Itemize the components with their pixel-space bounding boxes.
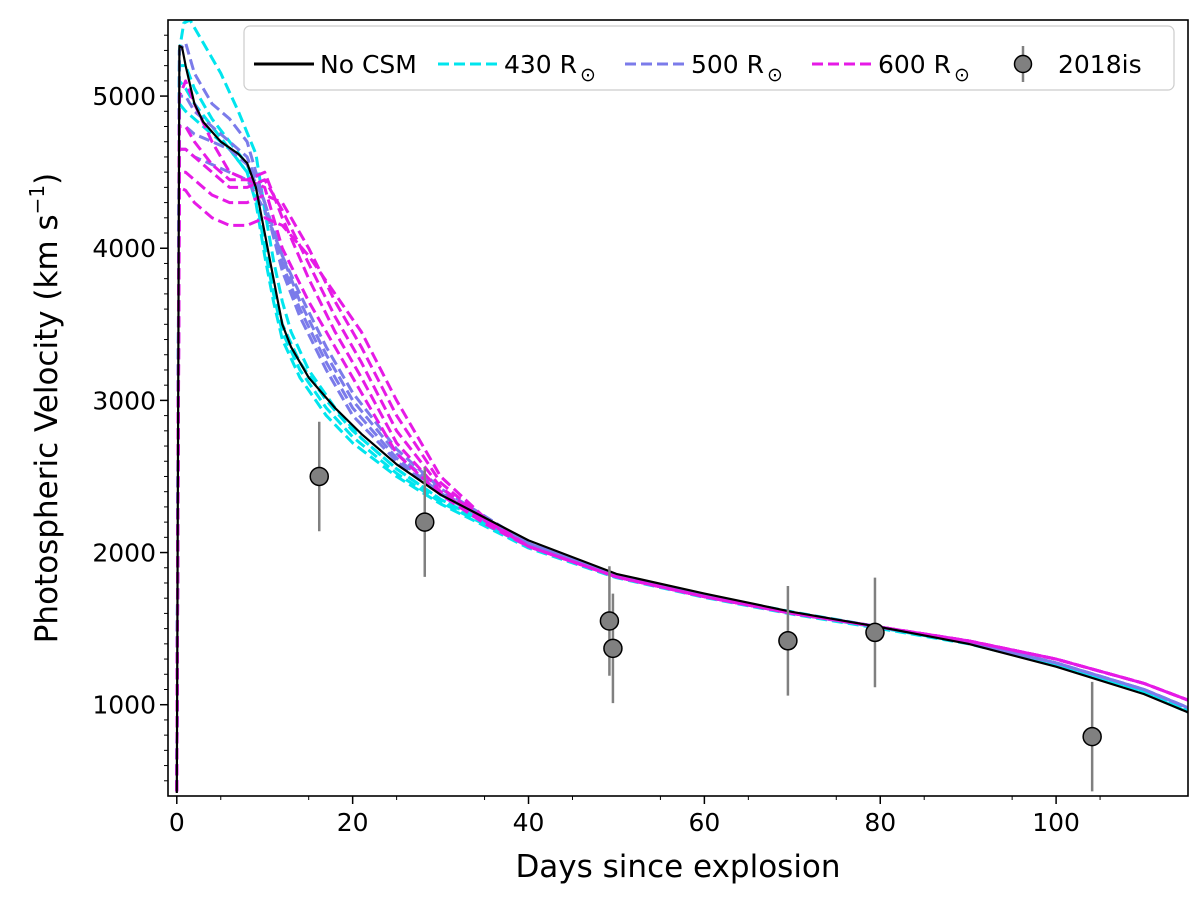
data-point-2 (599, 611, 620, 631)
axes-frame (167, 19, 1189, 797)
legend-label-600-text: 600 R (878, 50, 951, 79)
y-axis-label: Photospheric Velocity (km s−1) (25, 173, 65, 644)
errorbars-layer (309, 421, 1102, 792)
x-tick-label-2: 40 (513, 808, 545, 837)
legend-label-500-sub: ⊙ (767, 64, 783, 86)
data-point-5 (865, 622, 885, 643)
x-tick-label-4: 80 (864, 808, 896, 837)
x-axis-label: Days since explosion (515, 849, 840, 885)
y-tick-label-0: 1000 (92, 691, 156, 720)
series-line-500-r-3 (175, 147, 1188, 792)
legend-label-600: 600 R ⊙ (878, 50, 970, 86)
legend-label-430-text: 430 R (504, 50, 577, 79)
y-tick-label-4: 5000 (92, 82, 156, 111)
legend: No CSM 430 R ⊙ 500 R ⊙ 600 R ⊙ 2018is (243, 25, 1175, 91)
series-line-500-r-1 (175, 94, 1188, 792)
y-axis-label-close: ) (29, 173, 65, 185)
legend-label-430-sub: ⊙ (580, 64, 596, 86)
legend-entry-no-csm: No CSM (254, 50, 417, 79)
y-tick-label-2: 3000 (92, 386, 156, 415)
y-tick-label-3: 4000 (92, 234, 156, 263)
y-axis-ticks: 1000 2000 3000 4000 5000 (92, 34, 168, 782)
x-tick-label-5: 100 (1032, 808, 1080, 837)
legend-label-2018is: 2018is (1058, 50, 1142, 79)
legend-entry-600: 600 R ⊙ (812, 50, 970, 86)
legend-label-600-sub: ⊙ (954, 64, 970, 86)
legend-label-430: 430 R ⊙ (504, 50, 596, 86)
series-line-no-csm-0 (175, 44, 1188, 794)
y-axis-label-main: Photospheric Velocity (km s (29, 214, 65, 643)
series-line-600-r-2 (175, 147, 1188, 792)
data-point-3 (603, 638, 623, 659)
data-point-1 (415, 512, 435, 532)
data-point-6 (1082, 726, 1102, 747)
data-point-0 (309, 466, 329, 487)
legend-label-no-csm: No CSM (320, 50, 417, 79)
legend-entry-500: 500 R ⊙ (625, 50, 783, 86)
x-tick-label-3: 60 (688, 808, 720, 837)
legend-label-500: 500 R ⊙ (691, 50, 783, 86)
y-tick-label-1: 2000 (92, 539, 156, 568)
y-axis-label-superscript: −1 (25, 185, 49, 214)
x-tick-label-1: 20 (337, 808, 369, 837)
legend-box (243, 25, 1175, 91)
data-point-4 (778, 631, 798, 651)
x-tick-label-0: 0 (169, 808, 185, 837)
x-axis-ticks: 0 20 40 60 80 100 (169, 796, 1101, 837)
legend-swatch-2018is-marker (1013, 54, 1033, 74)
legend-entry-430: 430 R ⊙ (438, 50, 596, 86)
legend-label-500-text: 500 R (691, 50, 764, 79)
legend-entry-2018is: 2018is (1013, 46, 1142, 82)
